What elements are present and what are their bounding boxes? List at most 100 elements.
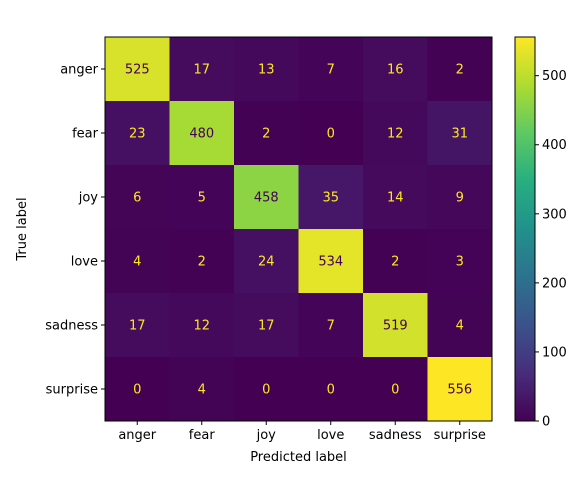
colorbar-tick-label: 500 [542,69,567,84]
cell-value-label: 23 [129,127,146,142]
y-tick-label: fear [72,127,99,142]
cell-value-label: 0 [391,383,399,398]
heatmap-cell [105,357,170,422]
cell-value-label: 12 [193,319,210,334]
x-tick-label: fear [189,428,216,443]
cell-value-label: 458 [254,191,279,206]
cell-value-label: 13 [258,63,275,78]
cell-value-label: 2 [391,255,399,270]
heatmap-cell [363,357,428,422]
cell-value-label: 534 [318,255,343,270]
heatmap-cell [105,37,170,102]
cell-value-label: 480 [189,127,214,142]
x-tick-label: love [317,428,344,443]
cell-value-label: 0 [262,383,270,398]
cell-value-label: 3 [456,255,464,270]
cell-value-label: 556 [447,383,472,398]
cell-value-label: 7 [327,63,335,78]
cell-value-label: 12 [387,127,404,142]
cell-value-label: 17 [193,63,210,78]
colorbar-tick-label: 300 [542,207,567,222]
colorbar [514,36,536,422]
colorbar-tick-label: 100 [542,345,567,360]
x-axis-ticks: anger fear joy love sadness surprise [118,421,486,443]
heatmap-cell [234,293,299,358]
heatmap-cell [105,165,170,230]
cell-value-label: 16 [387,63,404,78]
y-tick-label: anger [60,63,98,78]
heatmap-cell [298,37,364,102]
x-tick-label: joy [256,428,277,443]
heatmap-cell [234,229,299,294]
y-tick-label: sadness [45,319,98,334]
cell-value-label: 35 [322,191,339,206]
x-tick-label: sadness [369,428,422,443]
cell-value-label: 4 [198,383,206,398]
y-tick-label: joy [78,191,99,206]
cell-value-label: 6 [133,191,141,206]
heatmap-cell [234,165,299,230]
heatmap-cell [427,165,493,230]
heatmap-cell [298,229,364,294]
heatmap-cells [105,37,493,422]
colorbar-ticks: 0 100 200 300 400 500 [535,69,567,430]
heatmap-cell [363,165,428,230]
cell-value-label: 4 [456,319,464,334]
cell-value-label: 2 [262,127,270,142]
heatmap-cell [234,37,299,102]
heatmap-cell [427,229,493,294]
heatmap-cell [363,229,428,294]
colorbar-tick-label: 400 [542,138,567,153]
heatmap-cell [427,293,493,358]
cell-value-label: 0 [327,383,335,398]
heatmap-cell [298,101,364,166]
heatmap-cell [363,293,428,358]
y-axis-ticks: anger fear joy love sadness surprise [45,63,105,398]
cell-value-label: 24 [258,255,275,270]
colorbar-tick-label: 0 [542,415,550,430]
heatmap-cell [298,293,364,358]
heatmap-cell [169,229,235,294]
heatmap-cell [105,229,170,294]
heatmap-cell [105,101,170,166]
heatmap-cell [169,293,235,358]
x-tick-label: anger [118,428,156,443]
cell-value-label: 9 [456,191,464,206]
cell-value-label: 14 [387,191,404,206]
cell-value-label: 31 [451,127,468,142]
heatmap-cell [169,101,235,166]
cell-value-label: 519 [383,319,408,334]
heatmap-cell [298,357,364,422]
heatmap-cell [169,165,235,230]
cell-value-label: 525 [125,63,150,78]
heatmap-cell [363,37,428,102]
heatmap-cell [234,101,299,166]
heatmap-cell [169,357,235,422]
y-tick-label: love [71,255,98,270]
heatmap-cell [363,101,428,166]
heatmap-cell [427,357,493,422]
x-tick-label: surprise [434,428,486,443]
cell-value-label: 4 [133,255,141,270]
cell-value-label: 5 [198,191,206,206]
cell-value-label: 0 [133,383,141,398]
heatmap-cell-labels: 525 17 13 7 16 223 480 2 0 12 316 5 458 35 14 94 2 24 534 2… [125,63,472,398]
y-tick-label: surprise [46,383,98,398]
cell-value-label: 7 [327,319,335,334]
cell-value-label: 2 [198,255,206,270]
cell-value-label: 17 [129,319,146,334]
heatmap-cell [427,101,493,166]
y-axis-label: True label [15,197,30,261]
heatmap-cell [105,293,170,358]
heatmap-cell [427,37,493,102]
plot-frame [104,36,493,422]
heatmap-cell [234,357,299,422]
heatmap-cell [169,37,235,102]
x-axis-label: Predicted label [250,450,347,465]
cell-value-label: 0 [327,127,335,142]
cell-value-label: 2 [456,63,464,78]
cell-value-label: 17 [258,319,275,334]
colorbar-tick-label: 200 [542,276,567,291]
heatmap-cell [298,165,364,230]
